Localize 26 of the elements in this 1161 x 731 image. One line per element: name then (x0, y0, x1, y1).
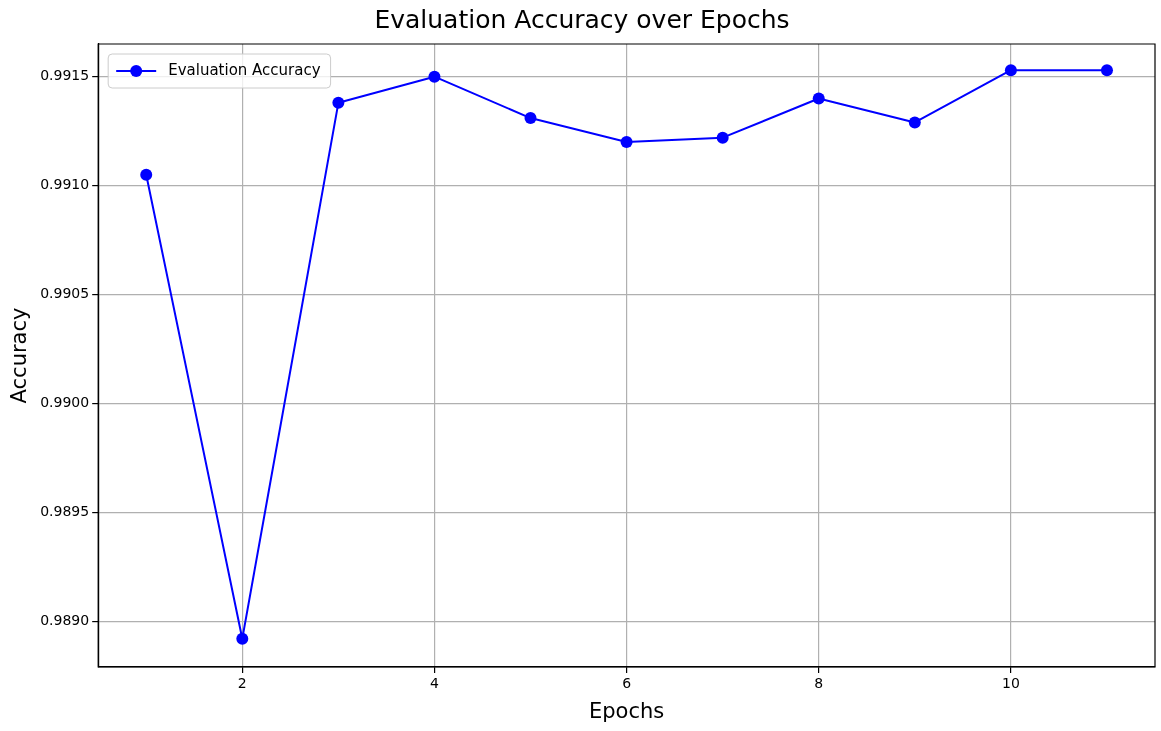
point (620, 136, 633, 149)
x-tick-label: 8 (814, 675, 824, 692)
y-tick-label: 0.9910 (40, 176, 90, 193)
point (908, 116, 921, 129)
point (1100, 64, 1113, 77)
x-tick-label: 6 (622, 675, 632, 692)
chart-title: Evaluation Accuracy over Epochs (374, 4, 790, 34)
y-tick-label: 0.9890 (40, 611, 90, 628)
point (716, 131, 729, 144)
point (236, 632, 249, 645)
y-tick-label: 0.9900 (40, 394, 90, 411)
point (1004, 64, 1017, 77)
x-tick-label: 10 (1001, 675, 1020, 692)
point (428, 70, 441, 83)
y-tick-label: 0.9905 (40, 285, 90, 302)
y-tick-label: 0.9895 (40, 502, 90, 519)
x-axis-title: Epochs (588, 698, 665, 723)
y-axis-title: Accuracy (7, 307, 32, 404)
point (524, 112, 537, 125)
point (332, 96, 345, 109)
point (140, 168, 153, 181)
legend-label: Evaluation Accuracy (168, 60, 321, 79)
y-tick-label: 0.9915 (40, 67, 90, 84)
point (812, 92, 825, 105)
x-tick-label: 4 (429, 675, 439, 692)
x-tick-label: 2 (237, 675, 247, 692)
